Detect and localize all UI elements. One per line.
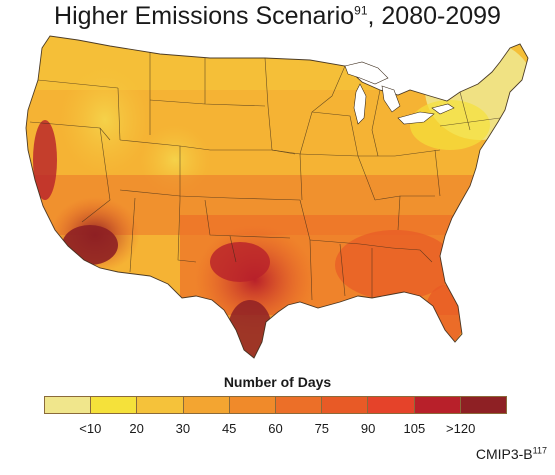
legend-title: Number of Days [223,374,332,390]
legend-tick-label: <10 [79,421,102,436]
legend-swatch [276,397,323,413]
legend-tick-label: 45 [221,421,237,436]
legend-tick-label: 30 [175,421,191,436]
title-citation: 91 [354,3,368,18]
legend-swatch [414,397,461,413]
legend-tick-label: 60 [268,421,283,436]
legend-swatch [322,397,369,413]
legend-tick-label: 90 [360,421,376,436]
source-citation: 117 [532,445,547,456]
legend-swatch [460,397,507,413]
legend-swatch [229,397,277,413]
legend-swatch [183,397,230,413]
legend-tick-label: 75 [314,421,330,436]
legend-swatch [45,397,92,413]
source-text: CMIP3-B [475,446,533,462]
great-lakes [344,61,455,125]
title-text: Higher Emissions Scenario [54,2,355,30]
legend-tick-label: 105 [403,421,426,436]
legend-swatch [91,397,138,413]
state-borders [25,35,529,359]
map-title: Higher Emissions Scenario91, 2080-2099 [0,2,555,31]
legend-swatch [137,397,184,413]
legend-tick-label: 20 [129,421,144,436]
data-source-label: CMIP3-B117 [476,446,547,462]
title-years: , 2080-2099 [367,2,501,30]
legend-swatch [368,397,415,413]
legend-color-bar [44,396,507,414]
legend-tick-label: >120 [446,421,476,436]
